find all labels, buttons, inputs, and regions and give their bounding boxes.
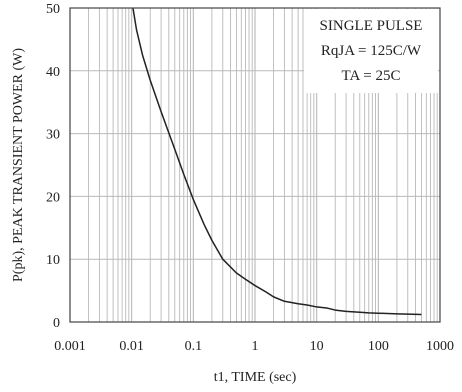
grid-layer <box>69 7 440 323</box>
annotation-line: RqJA = 125C/W <box>321 43 422 59</box>
x-tick-label: 100 <box>368 339 389 354</box>
x-tick-label: 0.01 <box>119 339 144 354</box>
annotation-layer: SINGLE PULSE RqJA = 125C/W TA = 25C <box>304 9 438 93</box>
y-tick-label: 20 <box>46 190 60 205</box>
x-tick-label: 0.001 <box>54 339 86 354</box>
annotation-line: SINGLE PULSE <box>320 18 423 34</box>
plot-frame <box>69 7 441 323</box>
annotation-box <box>304 9 438 93</box>
y-tick-label: 0 <box>53 316 60 331</box>
frame-layer <box>69 7 441 323</box>
y-tick-label: 40 <box>46 65 60 80</box>
label-layer: 0.001 0.01 0.1 1 10 100 1000 0 10 20 30 40 50 t1, TIM… <box>11 2 454 385</box>
x-tick-label: 0.1 <box>185 339 203 354</box>
x-axis-label: t1, TIME (sec) <box>214 370 297 385</box>
annotation-line: TA = 25C <box>342 68 401 84</box>
x-tick-label: 1000 <box>426 339 454 354</box>
x-tick-label: 10 <box>310 339 324 354</box>
x-tick-label: 1 <box>252 339 259 354</box>
y-tick-label: 50 <box>46 2 60 17</box>
y-axis-label: P(pk), PEAK TRANSIENT POWER (W) <box>11 48 26 282</box>
y-tick-label: 30 <box>46 128 60 143</box>
y-tick-label: 10 <box>46 253 60 268</box>
series-line <box>132 8 422 316</box>
line-layer <box>132 8 422 316</box>
